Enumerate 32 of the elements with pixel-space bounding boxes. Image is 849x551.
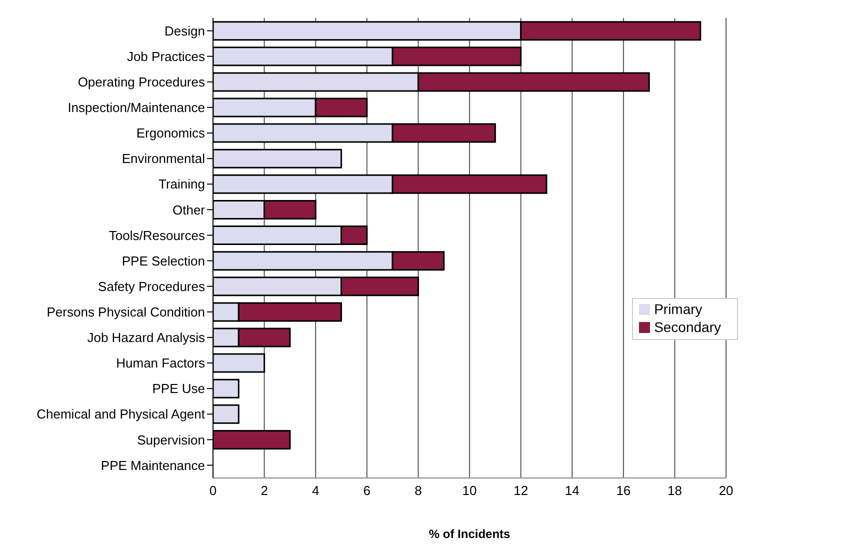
y-tick-label: Human Factors [116,356,206,371]
y-tick-label: Job Practices [126,48,206,64]
y-tick-label: PPE Use [152,381,205,396]
x-tick-label: 20 [718,483,734,498]
x-tick-label: 4 [312,483,320,498]
y-tick-label: Design [164,23,205,38]
y-tick-label: Other [172,202,206,218]
x-tick-label: 18 [668,483,682,498]
y-tick-label: Operating Procedures [78,74,206,90]
y-tick-label: Inspection/Maintenance [68,100,205,116]
y-tick-label: Ergonomics [136,126,206,141]
y-tick-label: Job Hazard Analysis [87,330,206,346]
x-tick-label: 12 [514,483,528,498]
y-tick-label: Persons Physical Condition [46,304,205,320]
legend-label: Secondary [654,319,721,335]
y-tick-label: Tools/Resources [108,228,206,243]
x-tick-label: 2 [260,483,268,498]
y-tick-label: Environmental [122,151,206,166]
y-tick-label: Chemical and Physical Agent [36,406,206,422]
x-tick-label: 0 [209,483,217,498]
x-tick-label: 8 [414,483,422,498]
y-tick-label: PPE Maintenance [100,458,205,473]
y-tick-label: Safety Procedures [98,278,206,294]
x-tick-label: 10 [462,483,477,498]
x-tick-label: 6 [363,483,371,498]
y-tick-label: Training [158,176,205,192]
y-tick-label: PPE Selection [122,253,205,268]
x-axis-title: % of Incidents [428,527,511,541]
legend-label: Primary [654,301,702,317]
y-tick-label: Supervision [137,432,205,448]
x-tick-label: 14 [564,483,580,498]
x-tick-label: 16 [616,483,631,498]
